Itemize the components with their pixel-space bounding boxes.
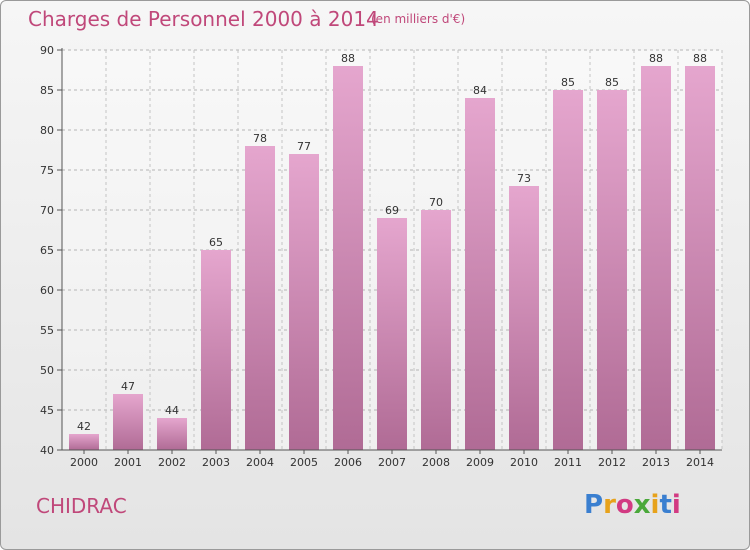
data-label: 84	[473, 84, 487, 97]
x-tick-label: 2003	[202, 456, 230, 469]
bar-2001	[113, 394, 143, 450]
x-tick-label: 2002	[158, 456, 186, 469]
data-label: 85	[605, 76, 619, 89]
x-tick-label: 2009	[466, 456, 494, 469]
data-label: 88	[341, 52, 355, 65]
y-tick-label: 65	[40, 244, 54, 257]
bar-2002	[157, 418, 187, 450]
bars	[69, 66, 715, 450]
y-tick-label: 60	[40, 284, 54, 297]
proxiti-logo: Proxiti	[584, 490, 681, 520]
data-label: 65	[209, 236, 223, 249]
logo-letter: P	[584, 490, 604, 520]
data-label: 88	[693, 52, 707, 65]
bar-2014	[685, 66, 715, 450]
bar-2008	[421, 210, 451, 450]
y-tick-label: 50	[40, 364, 54, 377]
bar-2013	[641, 66, 671, 450]
bar-2004	[245, 146, 275, 450]
data-label: 47	[121, 380, 135, 393]
axes	[57, 48, 722, 454]
x-tick-label: 2013	[642, 456, 670, 469]
y-tick-label: 40	[40, 444, 54, 457]
commune-name: CHIDRAC	[36, 494, 127, 518]
logo-letter: x	[633, 490, 651, 520]
y-tick-label: 45	[40, 404, 54, 417]
logo-letter: r	[603, 490, 616, 520]
x-tick-label: 2011	[554, 456, 582, 469]
bar-2000	[69, 434, 99, 450]
data-label: 44	[165, 404, 179, 417]
x-tick-label: 2004	[246, 456, 274, 469]
y-tick-label: 85	[40, 84, 54, 97]
data-label: 70	[429, 196, 443, 209]
logo-letter: i	[650, 490, 660, 520]
bar-2010	[509, 186, 539, 450]
bar-2011	[553, 90, 583, 450]
bar-2006	[333, 66, 363, 450]
x-tick-label: 2005	[290, 456, 318, 469]
x-tick-label: 2014	[686, 456, 714, 469]
data-label: 77	[297, 140, 311, 153]
y-tick-label: 70	[40, 204, 54, 217]
logo-letter: t	[659, 490, 672, 520]
x-tick-label: 2012	[598, 456, 626, 469]
y-tick-label: 75	[40, 164, 54, 177]
x-tick-label: 2010	[510, 456, 538, 469]
chart-unit: (en milliers d'€)	[371, 12, 466, 26]
x-tick-label: 2007	[378, 456, 406, 469]
x-tick-label: 2008	[422, 456, 450, 469]
chart-title: Charges de Personnel 2000 à 2014	[28, 7, 379, 31]
y-tick-label: 90	[40, 44, 54, 57]
data-label: 73	[517, 172, 531, 185]
bar-2005	[289, 154, 319, 450]
data-label: 85	[561, 76, 575, 89]
y-tick-label: 55	[40, 324, 54, 337]
x-tick-label: 2000	[70, 456, 98, 469]
logo-letter: o	[615, 490, 634, 520]
logo-letter: i	[671, 490, 681, 520]
data-label: 78	[253, 132, 267, 145]
data-label: 88	[649, 52, 663, 65]
data-label: 69	[385, 204, 399, 217]
labels: 40 45 50 55 60 65 70 75 80 85 90 42 2000 47 2001 44 2002…	[40, 44, 714, 469]
bar-2003	[201, 250, 231, 450]
y-tick-label: 80	[40, 124, 54, 137]
x-tick-label: 2006	[334, 456, 362, 469]
bar-2012	[597, 90, 627, 450]
bar-2007	[377, 218, 407, 450]
x-tick-label: 2001	[114, 456, 142, 469]
bar-2009	[465, 98, 495, 450]
data-label: 42	[77, 420, 91, 433]
